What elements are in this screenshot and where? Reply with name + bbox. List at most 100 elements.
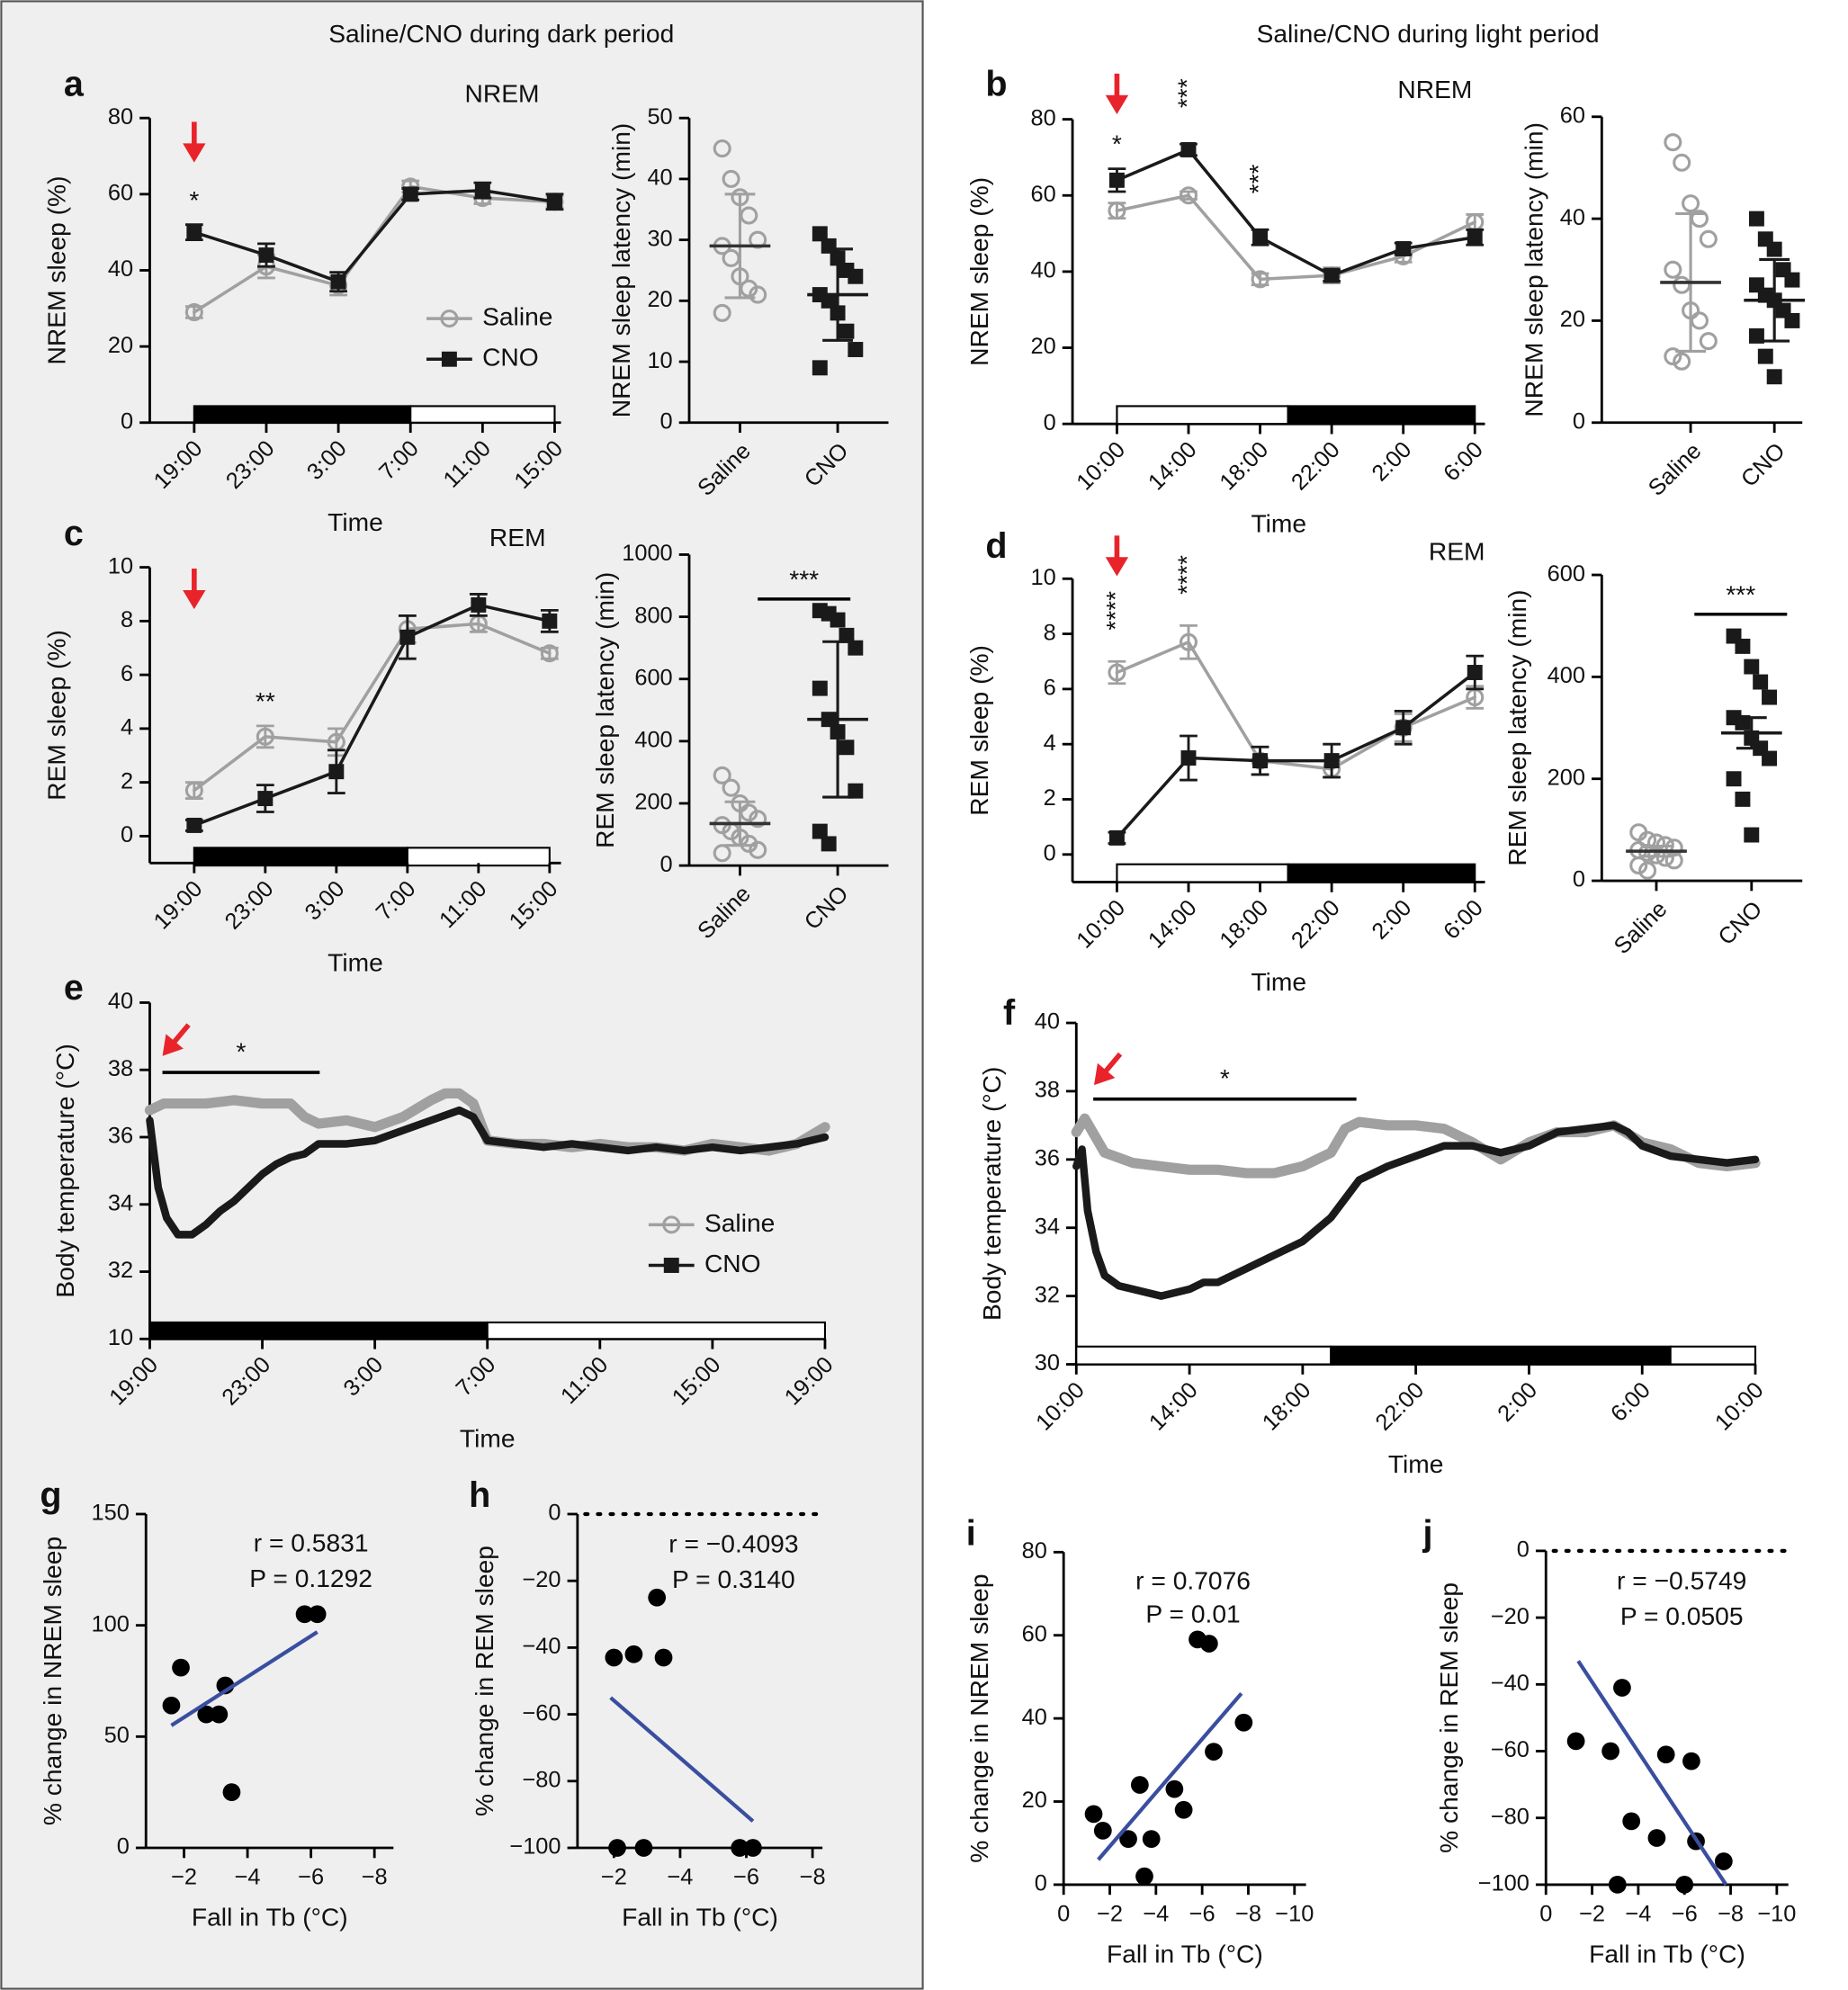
y-tick-label: 10	[108, 1325, 133, 1350]
panel-label: a	[64, 64, 85, 103]
y-tick-label: 32	[1035, 1282, 1060, 1307]
marker	[1252, 229, 1269, 246]
legend-label: Saline	[704, 1208, 775, 1237]
panel-label: f	[1003, 993, 1016, 1033]
x-axis-label: Time	[460, 1424, 516, 1453]
marker	[1664, 260, 1682, 279]
y-tick-label: 30	[647, 226, 672, 251]
marker	[471, 596, 487, 613]
marker	[848, 640, 864, 656]
stat-label: P = 0.3140	[672, 1564, 795, 1593]
x-tick-label: 14:00	[1144, 1377, 1203, 1436]
light-dark-bar	[1116, 405, 1289, 426]
light-dark-bar	[1075, 1345, 1332, 1366]
header: Saline/CNO during dark period	[328, 19, 674, 48]
point	[731, 1839, 749, 1857]
marker	[1638, 861, 1657, 880]
y-tick-label: 10	[1030, 565, 1055, 590]
red-arrow	[183, 121, 206, 163]
red-arrow	[1105, 73, 1129, 114]
x-axis-label: Fall in Tb (°C)	[192, 1902, 348, 1931]
point	[197, 1705, 216, 1724]
x-tick-label: −4	[667, 1865, 693, 1890]
marker	[1748, 211, 1764, 227]
point	[1566, 1732, 1585, 1751]
marker	[1682, 194, 1700, 213]
y-axis-label: Body temperature (°C)	[977, 1067, 1006, 1321]
y-tick-label: 60	[1022, 1621, 1047, 1646]
y-tick-label: 32	[108, 1258, 133, 1283]
arrow-head	[162, 1034, 184, 1056]
series-line	[1115, 670, 1477, 840]
light-dark-bar	[409, 405, 556, 424]
y-axis-label: NREM sleep (%)	[41, 175, 70, 364]
point	[1205, 1743, 1223, 1761]
significance: ***	[789, 565, 819, 594]
light-dark-bar	[148, 1321, 489, 1340]
y-tick-label: 0	[1573, 867, 1585, 892]
point	[1608, 1876, 1627, 1894]
marker	[399, 629, 416, 645]
y-axis-label: % change in REM sleep	[1434, 1582, 1463, 1853]
series-line	[1115, 641, 1477, 771]
y-tick-label: 200	[634, 790, 672, 815]
y-tick-label: −100	[509, 1834, 561, 1860]
marker	[1395, 720, 1412, 736]
fit-line	[609, 1696, 755, 1823]
marker	[1664, 838, 1683, 857]
legend-label: CNO	[482, 343, 539, 372]
marker	[722, 169, 740, 188]
chart-title: REM	[1429, 537, 1485, 566]
light-dark-bar	[1330, 1345, 1672, 1366]
y-tick-label: 0	[660, 852, 673, 877]
x-tick-label: 6:00	[1439, 437, 1488, 487]
marker	[257, 791, 274, 807]
x-axis-label: Time	[1251, 508, 1306, 537]
y-axis-label: NREM sleep latency (min)	[606, 123, 635, 418]
y-tick-label: 800	[634, 603, 672, 628]
y-tick-label: 0	[121, 822, 133, 847]
light-dark-bar	[486, 1321, 827, 1340]
x-tick-label: 2:00	[1368, 895, 1417, 945]
marker	[1744, 659, 1760, 675]
x-tick-label: 10:00	[1710, 1377, 1769, 1436]
stat-label: r = −0.5749	[1617, 1566, 1746, 1595]
point	[1142, 1830, 1161, 1848]
error-bar	[1180, 623, 1198, 660]
marker	[1108, 663, 1126, 682]
y-tick-label: 20	[1560, 307, 1585, 332]
marker	[812, 823, 828, 839]
series-line	[146, 1106, 830, 1239]
marker	[1784, 272, 1800, 288]
x-tick-label: 22:00	[1287, 437, 1345, 496]
marker	[256, 727, 274, 746]
series-line	[193, 603, 552, 828]
x-tick-label: 18:00	[1215, 437, 1273, 496]
y-tick-label: 40	[647, 166, 672, 191]
significance: ***	[1171, 78, 1200, 108]
y-tick-label: −20	[1491, 1604, 1530, 1629]
marker	[402, 186, 418, 202]
x-tick-label: 0	[1057, 1901, 1070, 1926]
y-tick-label: 80	[1022, 1538, 1047, 1564]
y-tick-label: 0	[660, 408, 673, 434]
significance: ****	[1171, 555, 1200, 595]
point	[1714, 1852, 1733, 1870]
point	[1093, 1821, 1112, 1840]
marker	[1766, 241, 1782, 257]
series-line	[1115, 148, 1477, 277]
chart-title: NREM	[465, 78, 540, 107]
y-tick-label: 40	[108, 989, 133, 1014]
panel-label: h	[469, 1475, 490, 1515]
marker	[1180, 142, 1197, 157]
y-axis-label: REM sleep (%)	[964, 645, 993, 816]
marker	[713, 766, 731, 784]
light-dark-bar	[1287, 863, 1476, 883]
y-tick-label: 0	[117, 1834, 130, 1860]
x-tick-label: −2	[1579, 1901, 1605, 1926]
x-tick-label: −10	[1757, 1901, 1796, 1926]
stat-label: P = 0.1292	[249, 1564, 372, 1592]
y-tick-label: 40	[1560, 205, 1585, 230]
marker	[1735, 791, 1751, 807]
